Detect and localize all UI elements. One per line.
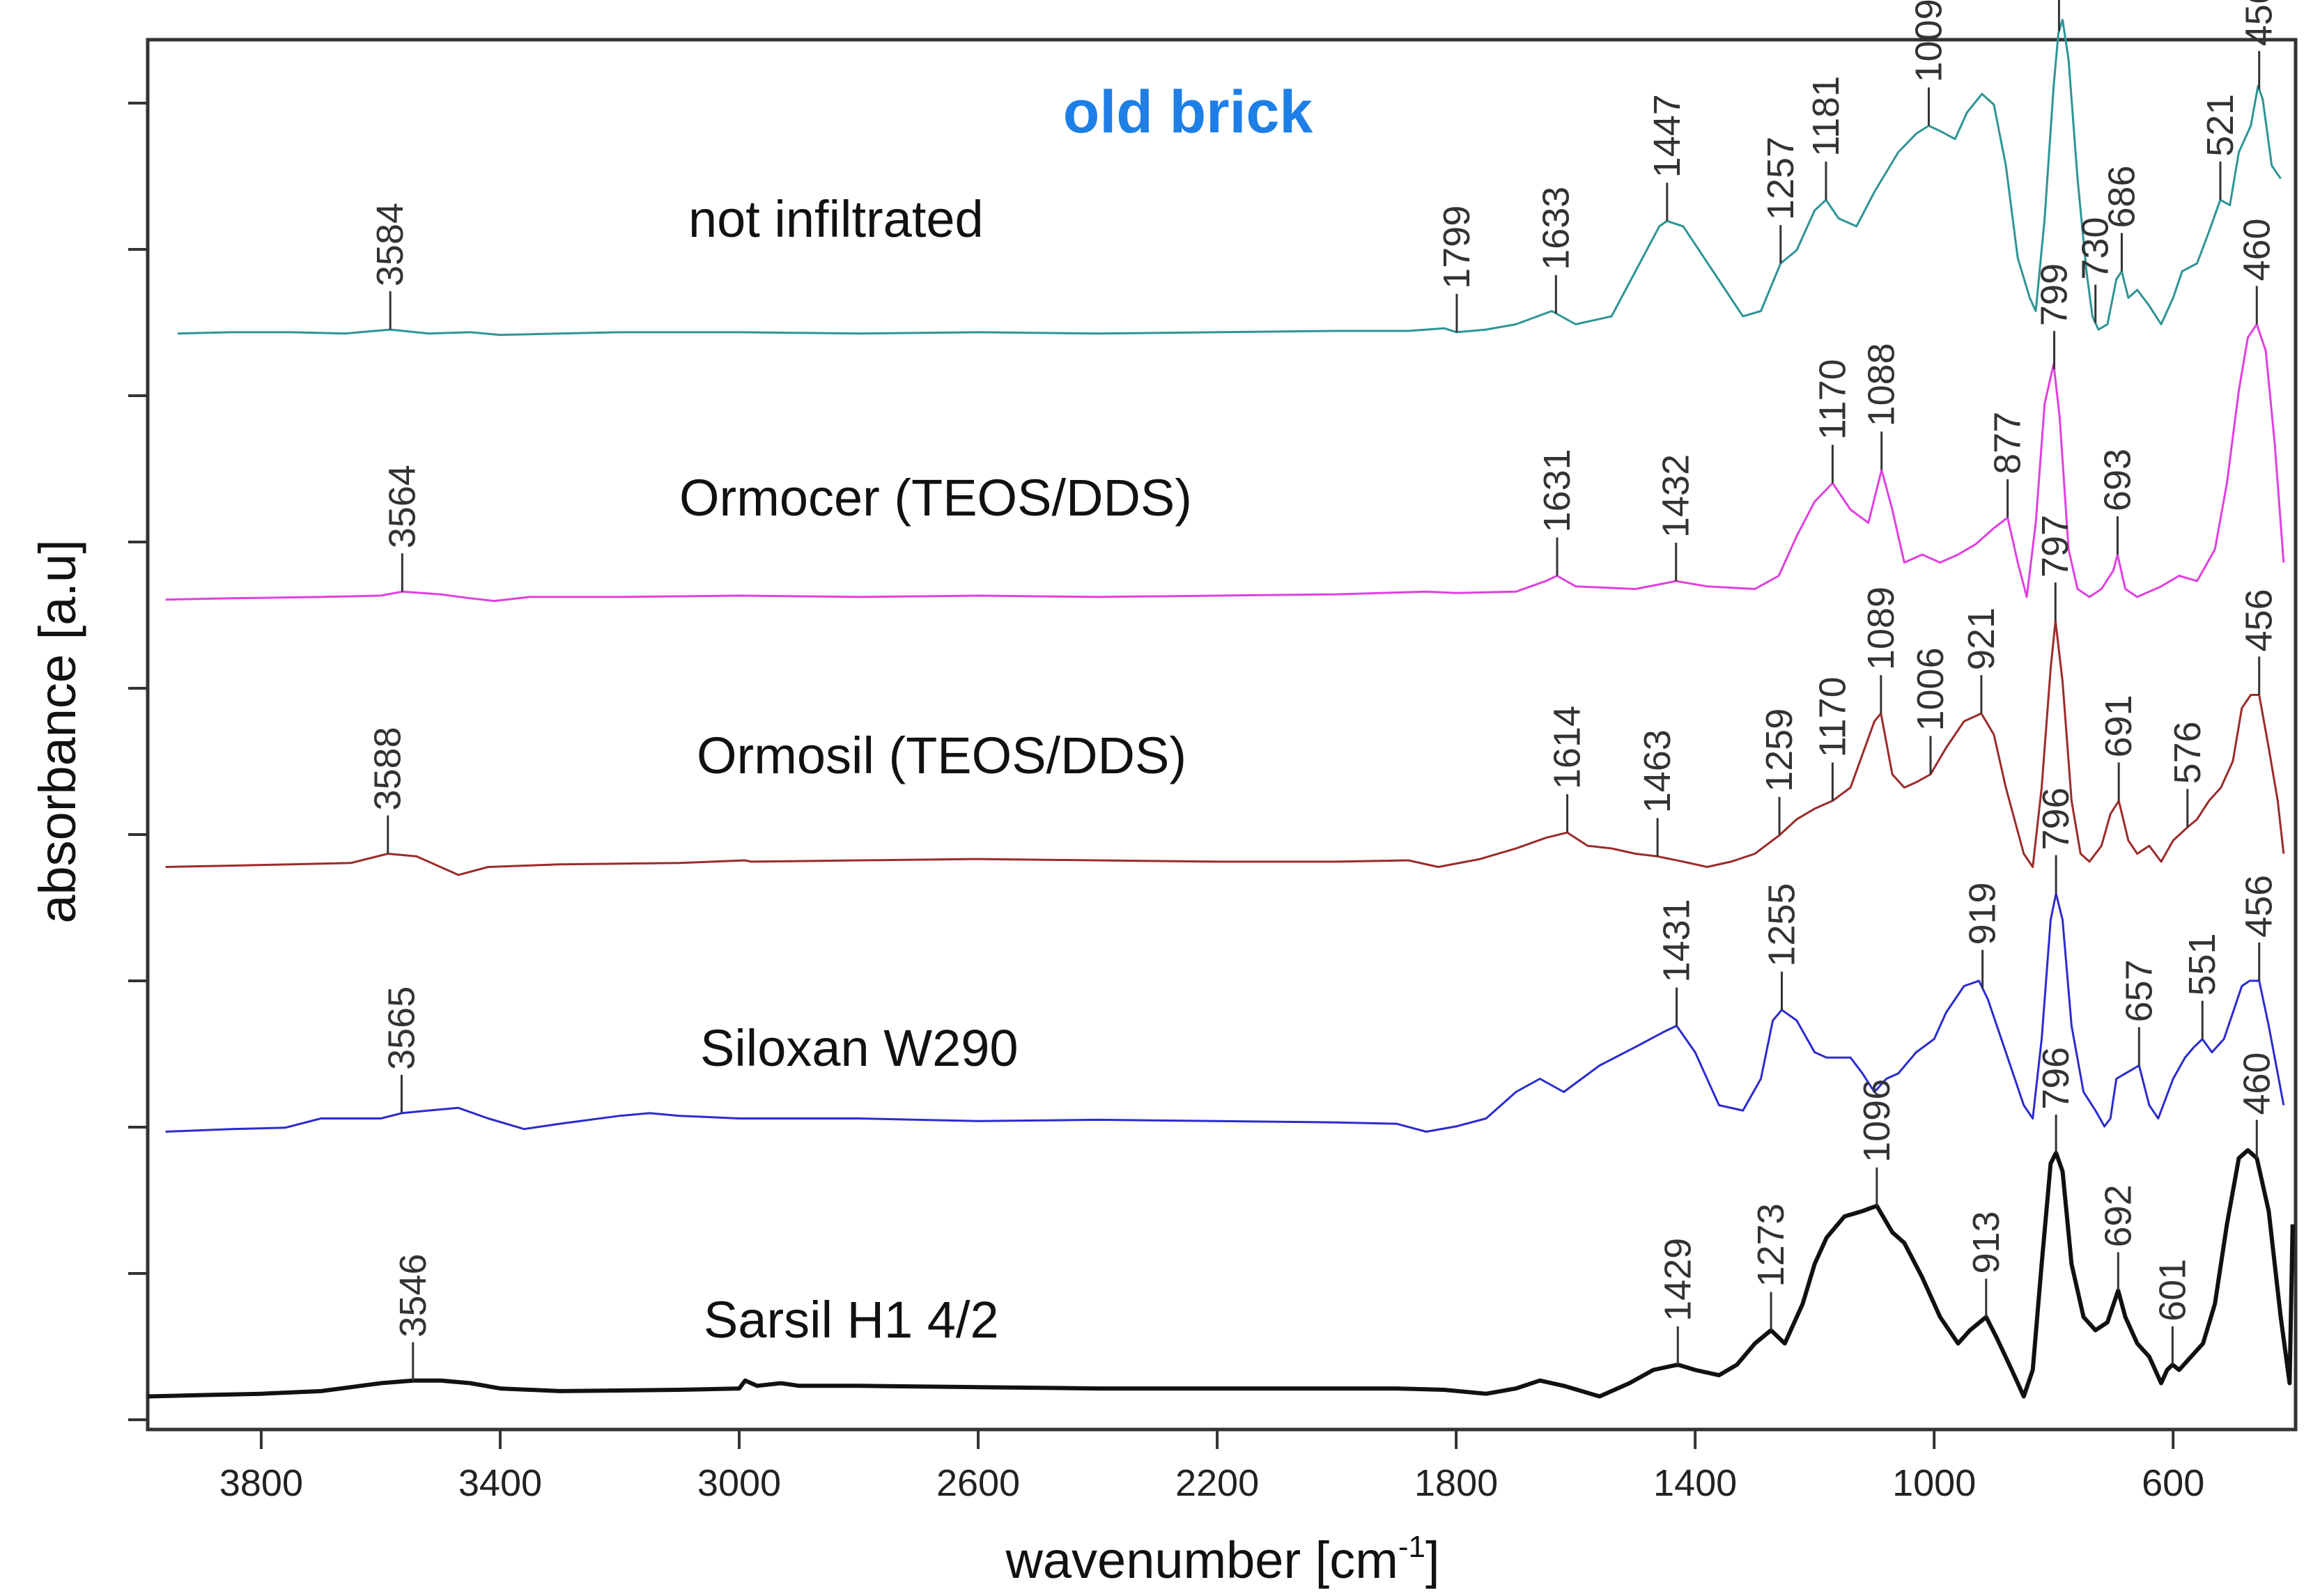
peak-label: 3564 — [381, 465, 423, 548]
peak-label: 1096 — [1856, 1079, 1898, 1163]
x-tick-label: 2200 — [1175, 1462, 1259, 1504]
peak-label: 692 — [2097, 1184, 2139, 1247]
peak-label: 796 — [2035, 1047, 2077, 1110]
peak-label: 521 — [2199, 94, 2241, 157]
peak-label: 1009 — [1908, 0, 1949, 83]
series-line — [165, 892, 2285, 1133]
series-line — [177, 19, 2282, 336]
x-tick-label: 2600 — [936, 1462, 1020, 1504]
peak-label: 1799 — [1436, 206, 1478, 289]
peak-label: 1255 — [1761, 883, 1802, 967]
peak-label: 601 — [2151, 1259, 2193, 1322]
peak-label: 730 — [2075, 217, 2117, 279]
peak-label: 1181 — [1805, 76, 1847, 157]
peak-label: 3546 — [392, 1254, 434, 1338]
peak-label: 1088 — [1861, 343, 1903, 426]
peak-label: 551 — [2181, 933, 2223, 995]
series-label: Sarsil H1 4/2 — [704, 1291, 999, 1349]
peak-label: 921 — [1961, 607, 2002, 670]
peak-label: 1257 — [1760, 137, 1802, 220]
peak-label: 691 — [2098, 695, 2140, 757]
series-label: Siloxan W290 — [700, 1019, 1019, 1077]
peak-label: 3584 — [369, 203, 411, 286]
series-line — [165, 619, 2285, 876]
series-label: Ormocer (TEOS/DDS) — [679, 469, 1192, 527]
peak-label: 686 — [2101, 165, 2142, 228]
series-group: 3564 1631 1432 1170 1088 877 799 693 460 Ormocer … — [165, 218, 2285, 603]
peak-label: 1429 — [1657, 1238, 1699, 1322]
x-axis-title: wavenumber [cm-1] — [1005, 1530, 1439, 1589]
peak-label: 456 — [2238, 589, 2280, 651]
peak-label: 1447 — [1646, 94, 1688, 178]
series-line — [165, 323, 2285, 603]
series-group: 3584179916331447125711811009791730686521… — [177, 0, 2282, 336]
peak-label: 460 — [2236, 1052, 2278, 1115]
series-line — [147, 1148, 2295, 1399]
x-tick-label: 1400 — [1653, 1462, 1737, 1504]
peak-label: 460 — [2236, 218, 2278, 281]
x-tick-label: 3400 — [458, 1462, 542, 1504]
peak-label: 3565 — [380, 986, 422, 1070]
x-tick-label: 600 — [2142, 1462, 2204, 1504]
peak-label: 1431 — [1656, 899, 1698, 982]
series-group: 3546 1429 1273 1096 913 796 692 601 460 Sarsil H1… — [147, 1047, 2295, 1399]
peak-label: 657 — [2118, 959, 2160, 1022]
peak-label: 3588 — [367, 727, 409, 810]
x-tick-label: 1000 — [1892, 1462, 1976, 1504]
peak-label: 1614 — [1547, 706, 1588, 789]
y-axis-title: absorbance [a.u] — [29, 539, 86, 923]
chart-title: old brick — [1063, 79, 1313, 146]
peak-label: 1633 — [1535, 187, 1577, 270]
series-group: 3565 1431 1255 919 796 657 551 456 Siloxan W290 — [165, 787, 2285, 1133]
peak-label: 1089 — [1860, 587, 1902, 670]
peak-label: 913 — [1965, 1211, 2007, 1273]
x-tick-label: 3000 — [697, 1462, 781, 1504]
peak-label: 1006 — [1910, 647, 1951, 731]
peak-label: 1463 — [1637, 729, 1678, 813]
peak-label: 1631 — [1536, 449, 1578, 532]
peak-label: 1273 — [1750, 1203, 1792, 1287]
plot-area-frame — [146, 38, 2298, 1432]
peak-label: 456 — [2238, 875, 2280, 938]
x-tick-label: 3800 — [219, 1462, 303, 1504]
peak-label: 693 — [2096, 449, 2138, 511]
peak-label: 797 — [2034, 515, 2076, 578]
peak-label: 1259 — [1758, 708, 1800, 792]
x-tick-label: 1800 — [1414, 1462, 1498, 1504]
axis-ticks: 3800 3400 3000 2600 2200 1800 1400 1000 600 — [128, 102, 2204, 1504]
peak-label: 1170 — [1811, 359, 1853, 440]
peak-label: 1170 — [1811, 676, 1853, 757]
peak-label: 796 — [2035, 787, 2077, 850]
peak-label: 1432 — [1655, 454, 1697, 538]
series-label: not infiltrated — [688, 190, 984, 248]
peak-label: 799 — [2034, 263, 2075, 326]
series-label: Ormosil (TEOS/DDS) — [697, 727, 1186, 784]
peak-label: 919 — [1962, 882, 2004, 945]
series-layer: 3584179916331447125711811009791730686521… — [147, 0, 2295, 1399]
peak-label: 456 — [2238, 0, 2280, 46]
peak-label: 576 — [2167, 721, 2209, 784]
peak-label: 877 — [1987, 412, 2029, 474]
